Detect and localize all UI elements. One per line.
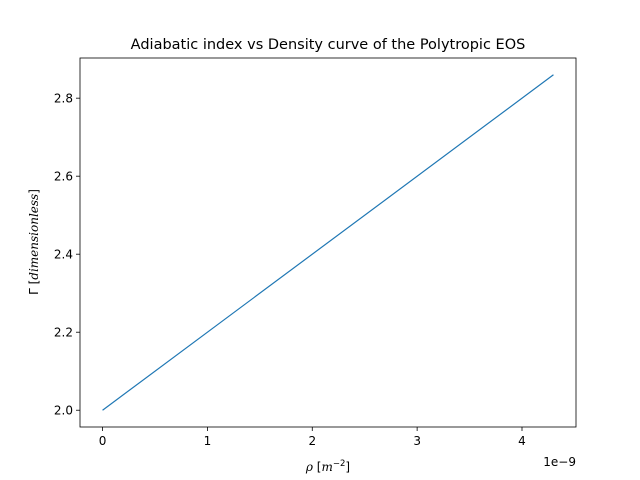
y-axis-symbol: Γ [27,288,41,295]
x-axis-symbol: ρ [305,460,313,474]
axes-frame [79,57,577,428]
plot-area: 0 1 2 3 4 2.0 2.2 2.4 2.6 2.8 [54,57,577,448]
series-line-0 [102,74,554,411]
y-axis-unit: dimensionless [27,194,41,280]
y-tick-label: 2.2 [54,326,73,340]
y-axis-bracket-close: ] [27,189,41,194]
x-axis-label: ρ [m−2] [305,459,350,474]
x-axis-ticks: 0 1 2 3 4 [99,427,526,448]
x-tick-label: 3 [413,434,421,448]
y-tick-label: 2.4 [54,248,73,262]
y-tick-label: 2.0 [54,404,73,418]
x-tick-label: 1 [204,434,212,448]
x-axis-unit-base: m [321,460,332,474]
x-offset-text: 1e−9 [543,455,576,469]
y-axis-bracket-open: [ [27,280,41,285]
x-tick-label: 4 [518,434,526,448]
x-tick-label: 0 [99,434,107,448]
y-axis-ticks: 2.0 2.2 2.4 2.6 2.8 [54,92,80,418]
x-axis-unit-exp: −2 [333,459,346,469]
x-axis-bracket-close: ] [345,460,350,474]
chart-title: Adiabatic index vs Density curve of the … [131,37,526,53]
y-tick-label: 2.8 [54,92,73,106]
x-tick-label: 2 [308,434,316,448]
y-tick-label: 2.6 [54,170,73,184]
x-axis-bracket-open: [ [317,460,322,474]
series-layer [102,74,554,411]
y-axis-label: Γ [dimensionless] [27,189,41,295]
